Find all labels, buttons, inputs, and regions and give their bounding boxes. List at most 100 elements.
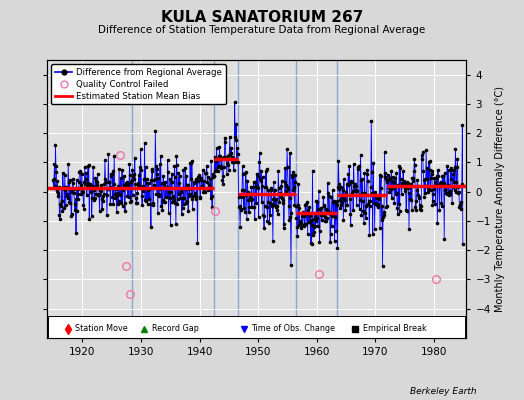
Point	[356, 197, 364, 204]
Point	[360, 219, 368, 226]
Point	[97, 188, 106, 194]
Point	[69, 176, 77, 182]
Point	[223, 170, 231, 177]
Point	[321, 214, 329, 220]
Point	[69, 180, 77, 186]
Point	[373, 202, 381, 208]
Point	[167, 189, 175, 195]
Point	[311, 212, 319, 219]
Point	[198, 183, 206, 189]
Point	[245, 209, 253, 215]
Point	[383, 179, 391, 185]
Point	[289, 187, 297, 193]
Point	[108, 194, 116, 200]
Point	[254, 172, 262, 179]
Point	[332, 198, 341, 204]
Point	[445, 192, 453, 198]
Point	[304, 207, 312, 214]
Point	[66, 177, 74, 183]
Point	[203, 174, 212, 180]
Point	[401, 185, 409, 192]
Point	[188, 158, 196, 164]
Point	[441, 170, 449, 176]
Point	[99, 196, 107, 202]
Point	[367, 118, 376, 124]
Point	[99, 193, 107, 199]
Point	[263, 218, 271, 225]
Point	[182, 172, 190, 179]
Point	[372, 200, 380, 207]
Point	[309, 216, 318, 222]
Point	[316, 212, 325, 218]
Point	[256, 150, 264, 156]
Point	[390, 200, 398, 206]
Point	[206, 176, 214, 183]
Point	[264, 187, 272, 194]
Point	[151, 176, 159, 182]
Point	[416, 202, 424, 208]
Point	[160, 199, 169, 205]
Point	[286, 150, 294, 157]
Point	[330, 198, 339, 204]
Point	[435, 182, 443, 188]
Point	[114, 201, 122, 208]
Point	[205, 186, 213, 192]
Point	[113, 190, 122, 196]
Point	[241, 169, 249, 176]
Point	[60, 184, 68, 190]
Point	[308, 168, 316, 174]
Point	[144, 201, 152, 208]
Point	[195, 172, 203, 178]
Point	[384, 172, 392, 178]
Point	[119, 182, 128, 188]
Point	[136, 164, 144, 170]
Point	[355, 206, 364, 212]
Point	[171, 200, 180, 206]
Point	[120, 173, 128, 180]
Point	[188, 196, 196, 203]
Point	[287, 210, 296, 216]
Point	[56, 216, 64, 222]
Point	[403, 180, 412, 186]
Point	[289, 169, 298, 175]
Point	[111, 191, 119, 197]
Point	[72, 230, 80, 236]
Point	[381, 174, 389, 180]
Point	[387, 168, 396, 174]
Point	[350, 161, 358, 168]
Point	[314, 223, 322, 229]
Point	[375, 196, 384, 202]
Point	[278, 195, 286, 202]
Point	[154, 210, 162, 216]
Point	[376, 224, 384, 231]
Point	[440, 236, 449, 242]
Point	[308, 241, 316, 247]
Point	[345, 162, 354, 169]
Point	[134, 180, 143, 186]
Point	[77, 182, 85, 188]
Point	[167, 179, 176, 185]
Point	[103, 212, 111, 218]
Point	[187, 176, 195, 182]
Point	[428, 202, 436, 209]
Point	[251, 179, 259, 185]
Point	[340, 195, 348, 202]
Point	[368, 230, 377, 237]
Point	[278, 178, 286, 184]
Point	[118, 203, 127, 210]
Point	[260, 203, 269, 210]
Point	[220, 154, 228, 160]
Point	[209, 173, 217, 180]
Point	[314, 205, 323, 212]
Point	[61, 186, 70, 193]
Point	[303, 231, 312, 237]
Point	[433, 220, 442, 226]
Point	[452, 188, 461, 195]
Point	[329, 199, 337, 206]
Point	[432, 174, 441, 181]
Point	[307, 216, 315, 223]
Point	[200, 178, 208, 184]
Point	[391, 191, 400, 197]
Point	[455, 204, 464, 210]
Point	[380, 212, 388, 218]
